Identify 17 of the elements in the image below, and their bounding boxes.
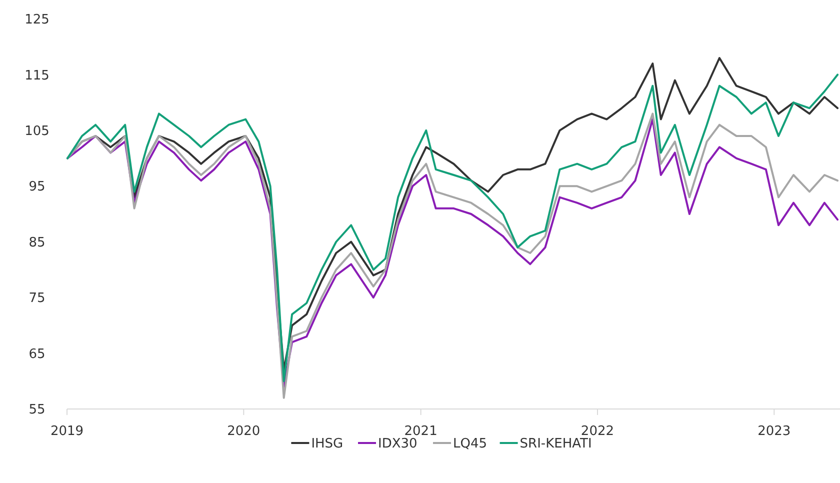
- y-tick-label: 85: [28, 235, 46, 250]
- y-tick-label: 105: [24, 124, 50, 139]
- x-tick-label: 2021: [404, 424, 438, 439]
- x-tick-label: 2019: [50, 424, 84, 439]
- y-tick-label: 95: [28, 180, 46, 195]
- legend-label: SRI-KEHATI: [520, 436, 592, 452]
- x-tick-label: 2020: [227, 424, 260, 439]
- y-tick-label: 125: [24, 12, 50, 28]
- legend-label: IHSG: [311, 436, 344, 452]
- x-tick-label: 2022: [580, 424, 614, 439]
- y-tick-label: 75: [28, 291, 46, 306]
- legend-label: LQ45: [453, 436, 488, 452]
- y-tick-label: 115: [24, 68, 50, 84]
- y-tick-label: 55: [28, 402, 46, 418]
- legend-label: IDX30: [378, 436, 418, 452]
- x-tick-label: 2023: [758, 424, 791, 439]
- y-tick-label: 65: [28, 346, 46, 362]
